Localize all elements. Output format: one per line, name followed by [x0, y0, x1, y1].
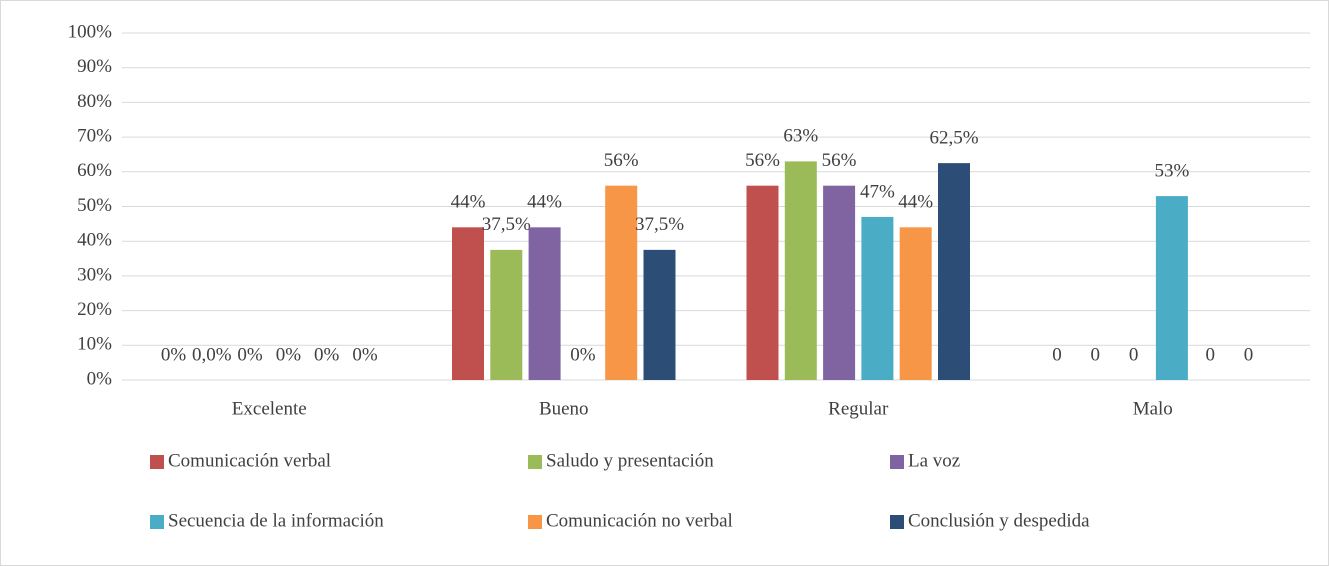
- y-tick-label: 60%: [77, 160, 112, 181]
- bar: [528, 227, 561, 380]
- data-label: 47%: [860, 181, 895, 202]
- data-label: 0: [1129, 344, 1139, 365]
- data-label: 0%: [161, 344, 187, 365]
- data-label: 44%: [451, 192, 486, 213]
- x-tick-label: Excelente: [232, 398, 307, 419]
- data-label: 0%: [237, 344, 263, 365]
- data-label: 0: [1091, 344, 1101, 365]
- y-tick-label: 90%: [77, 56, 112, 77]
- bar: [938, 163, 970, 380]
- legend-swatch: [150, 455, 164, 469]
- y-tick-label: 50%: [77, 195, 112, 216]
- y-tick-label: 0%: [87, 368, 113, 389]
- legend-label: Saludo y presentación: [546, 450, 714, 471]
- data-label: 44%: [527, 192, 562, 213]
- legend-label: Conclusión y despedida: [908, 510, 1090, 531]
- data-label: 0%: [314, 344, 340, 365]
- bar: [1155, 196, 1188, 380]
- data-label: 37,5%: [635, 214, 684, 235]
- data-label: 56%: [604, 150, 639, 171]
- data-label: 0%: [276, 344, 302, 365]
- y-tick-label: 100%: [68, 21, 113, 42]
- bar: [452, 227, 484, 380]
- data-label: 0%: [570, 344, 596, 365]
- legend-swatch: [890, 515, 904, 529]
- data-label: 0: [1244, 344, 1254, 365]
- legend-swatch: [528, 515, 542, 529]
- legend-swatch: [890, 455, 904, 469]
- legend-swatch: [150, 515, 164, 529]
- data-label: 56%: [822, 150, 857, 171]
- y-tick-label: 80%: [77, 91, 112, 112]
- bar: [784, 161, 817, 380]
- legend-swatch: [528, 455, 542, 469]
- legend-label: La voz: [908, 450, 960, 471]
- y-tick-label: 70%: [77, 125, 112, 146]
- x-tick-label: Regular: [828, 398, 889, 419]
- bar: [899, 227, 932, 380]
- x-tick-label: Bueno: [539, 398, 589, 419]
- data-label: 56%: [745, 150, 780, 171]
- y-tick-label: 20%: [77, 299, 112, 320]
- data-label: 44%: [898, 192, 933, 213]
- y-tick-label: 10%: [77, 334, 112, 355]
- legend-label: Comunicación verbal: [168, 450, 331, 471]
- bar: [746, 185, 779, 380]
- y-tick-label: 30%: [77, 264, 112, 285]
- data-label: 62,5%: [929, 127, 978, 148]
- bar: [490, 249, 523, 380]
- bar: [823, 185, 856, 380]
- legend-label: Comunicación no verbal: [546, 510, 733, 531]
- data-label: 0: [1052, 344, 1062, 365]
- bar: [605, 185, 638, 380]
- bar: [643, 249, 676, 380]
- data-label: 63%: [783, 126, 818, 147]
- data-label: 0: [1205, 344, 1215, 365]
- data-label: 37,5%: [482, 214, 531, 235]
- bar: [861, 216, 894, 380]
- x-tick-label: Malo: [1133, 398, 1173, 419]
- legend-label: Secuencia de la información: [168, 510, 384, 531]
- y-tick-label: 40%: [77, 230, 112, 251]
- data-label: 0%: [352, 344, 378, 365]
- data-label: 0,0%: [192, 344, 232, 365]
- data-label: 53%: [1154, 160, 1189, 181]
